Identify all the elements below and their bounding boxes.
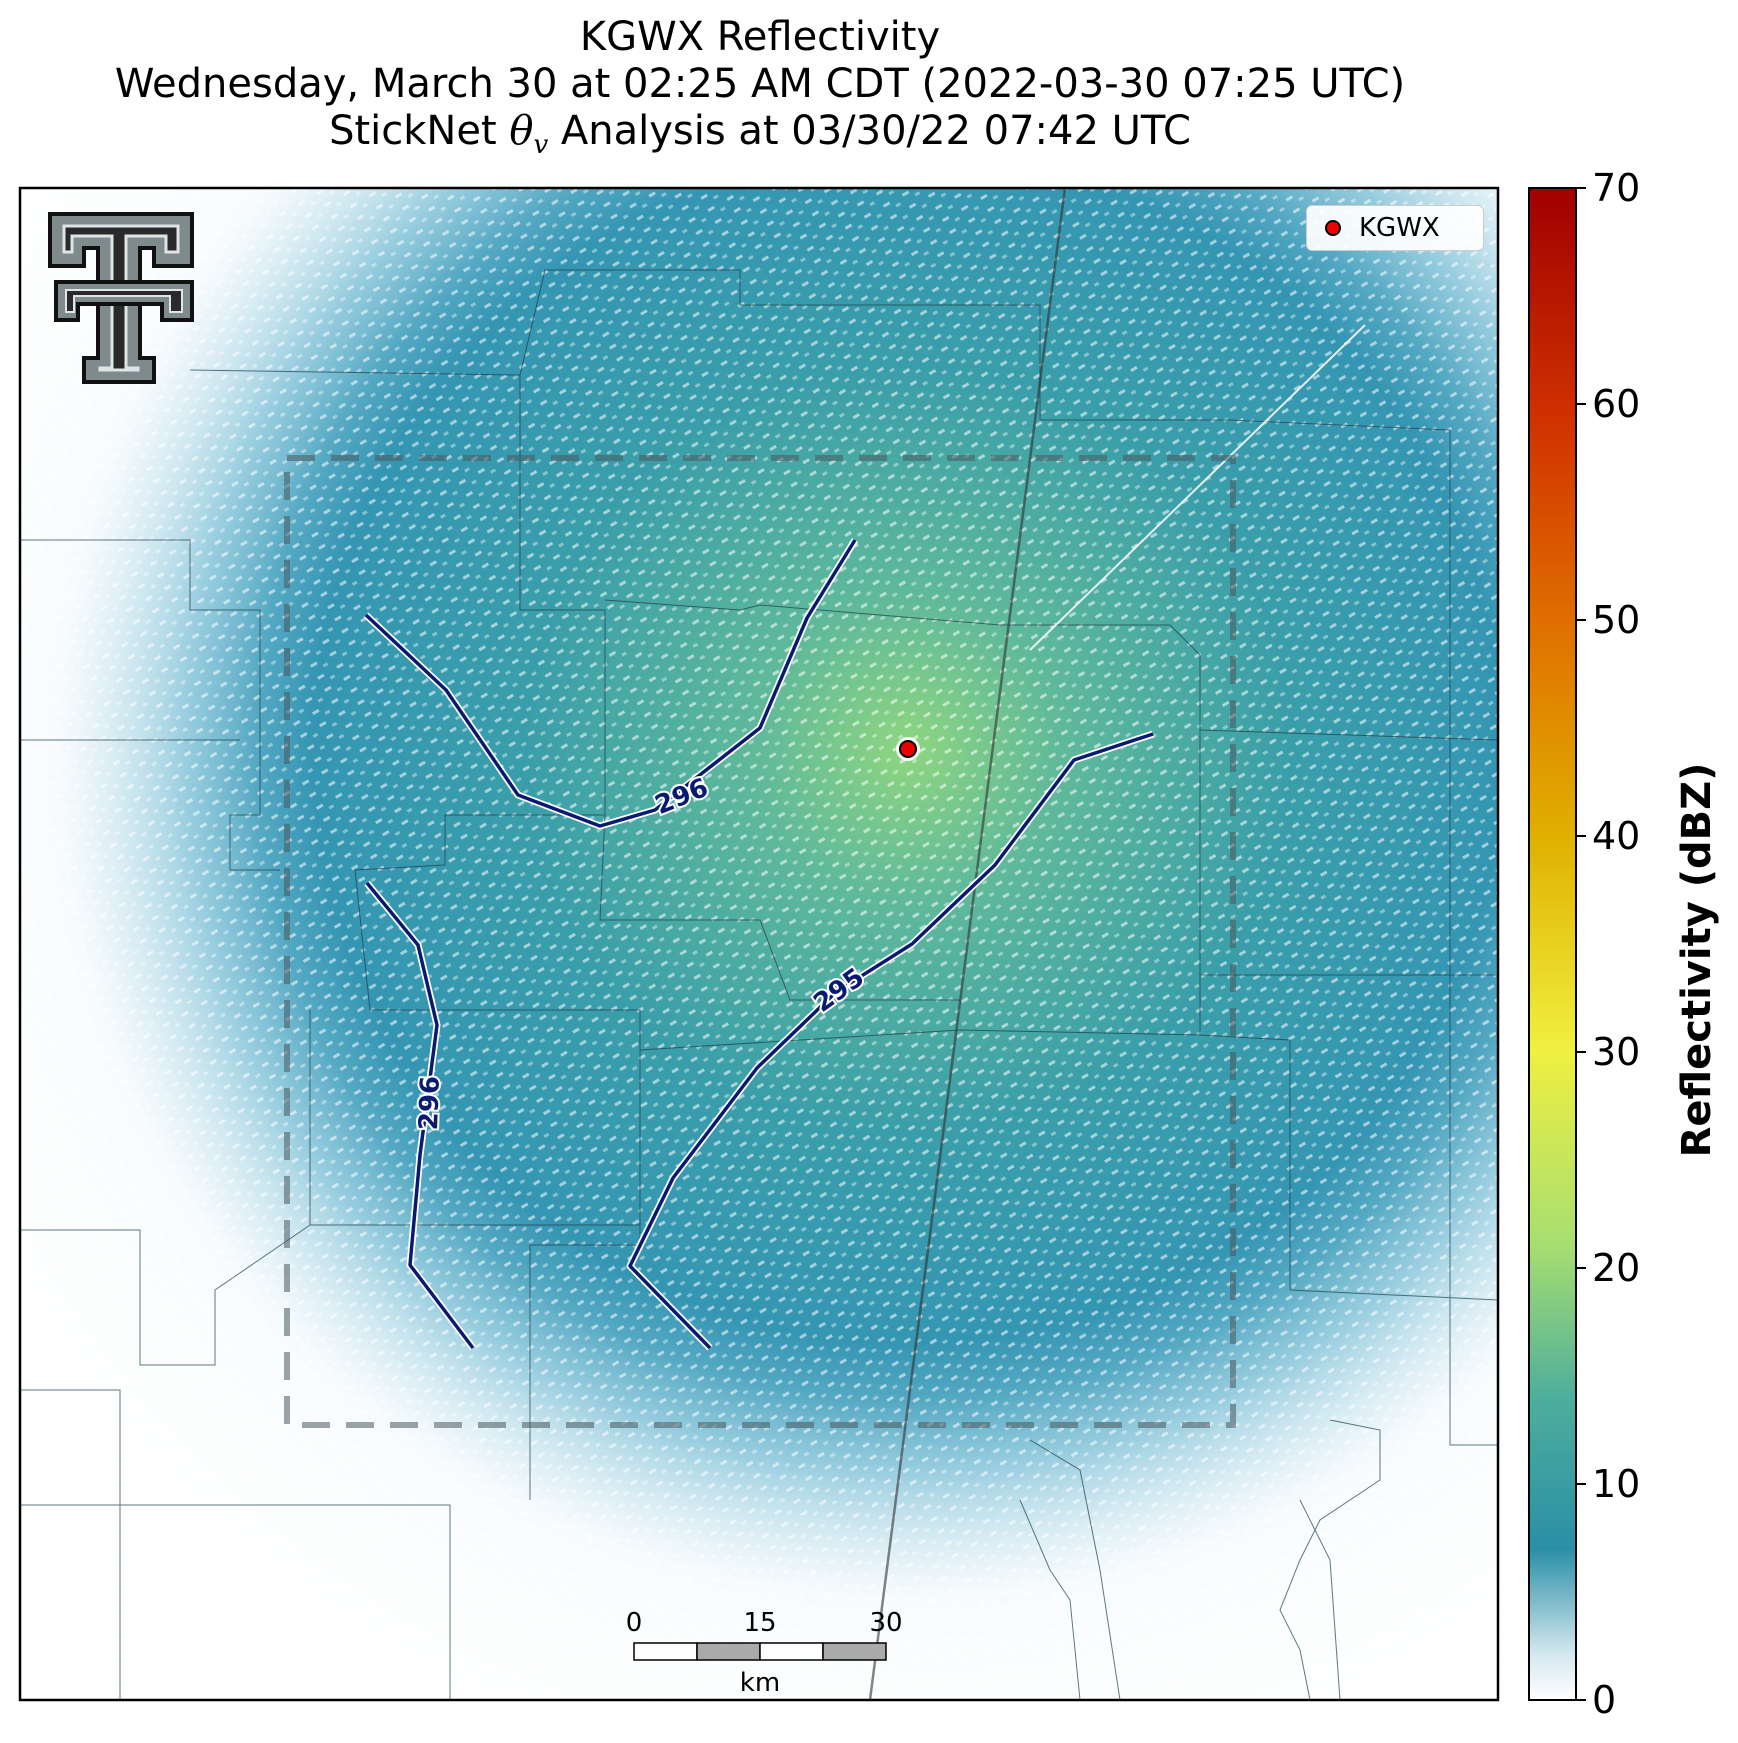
colorbar-tick-label: 50: [1592, 598, 1641, 642]
legend: KGWX: [1306, 205, 1484, 251]
scale-unit: km: [739, 1668, 781, 1698]
title-line-3: StickNet θv Analysis at 03/30/22 07:42 U…: [329, 108, 1191, 160]
map-title: KGWX Reflectivity Wednesday, March 30 at…: [0, 14, 1520, 169]
colorbar: [1528, 187, 1586, 1701]
contour-296-north: [364, 539, 857, 828]
contours: [364, 539, 1154, 1350]
county-borders: [20, 269, 1499, 1701]
radar-site-marker[interactable]: [899, 740, 917, 758]
title-line-1: KGWX Reflectivity: [579, 14, 941, 60]
colorbar-tick-label: 0: [1592, 1678, 1617, 1722]
analysis-domain-box: [284, 455, 1236, 1428]
texas-tech-logo-icon: [48, 212, 194, 384]
scale-label-30: 30: [869, 1608, 903, 1638]
scale-bar: [633, 1642, 887, 1661]
contour-label: 296: [414, 1075, 446, 1130]
colorbar-ticks: [1576, 187, 1586, 1701]
scale-label-15: 15: [743, 1608, 777, 1638]
legend-marker-icon: [1325, 220, 1341, 236]
colorbar-frame: [1528, 187, 1577, 1701]
contour-295: [628, 732, 1154, 1350]
colorbar-tick-label: 60: [1592, 382, 1641, 426]
contour-296-west: [365, 881, 475, 1350]
radial-spike: [1029, 324, 1366, 651]
colorbar-title: Reflectivity (dBZ): [1674, 762, 1720, 1158]
title-line-2: Wednesday, March 30 at 02:25 AM CDT (202…: [114, 61, 1406, 107]
map-frame: [18, 186, 1500, 1702]
colorbar-gradient: [1529, 188, 1576, 1700]
map-panel: 296 296 295: [18, 186, 1500, 1702]
legend-label: KGWX: [1359, 213, 1440, 243]
scale-label-0: 0: [625, 1608, 643, 1638]
range-fade: [20, 188, 1498, 1700]
highway-line: [868, 187, 1067, 1701]
colorbar-tick-label: 70: [1592, 166, 1641, 210]
colorbar-tick-label: 20: [1592, 1246, 1641, 1290]
colorbar-tick-label: 30: [1592, 1030, 1641, 1074]
colorbar-tick-label: 40: [1592, 814, 1641, 858]
colorbar-tick-label: 10: [1592, 1462, 1641, 1506]
